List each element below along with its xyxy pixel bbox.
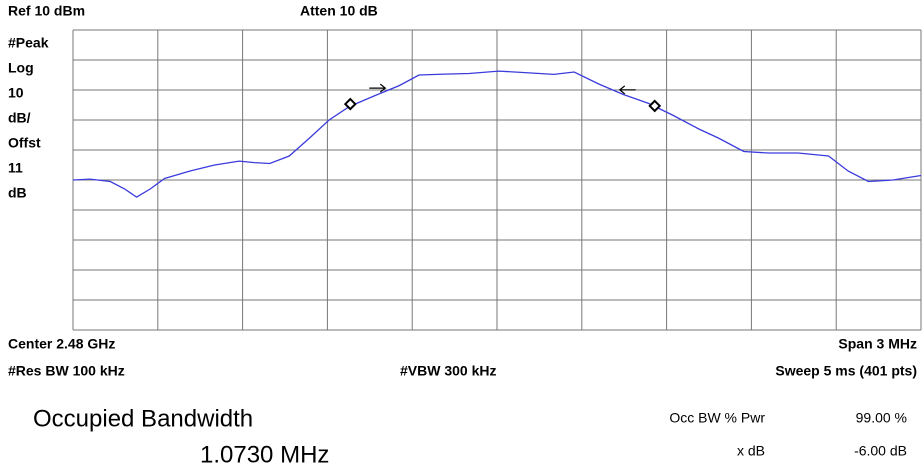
span-label: Span 3 MHz — [838, 336, 917, 352]
vbw-label: #VBW 300 kHz — [400, 363, 496, 379]
left-label: dB — [8, 185, 27, 201]
left-label: Log — [8, 60, 34, 76]
measurement-title: Occupied Bandwidth — [33, 405, 253, 432]
measurement-row-value: -6.00 dB — [854, 443, 907, 459]
left-label: 11 — [8, 160, 23, 176]
left-label: Offst — [8, 135, 41, 151]
obw-marker — [343, 97, 357, 111]
measurement-row-label: x dB — [737, 443, 765, 459]
trace — [72, 70, 922, 198]
measurement-row-label: Occ BW % Pwr — [669, 410, 765, 426]
ref-label: Ref 10 dBm — [8, 3, 85, 19]
obw-marker — [648, 99, 662, 113]
left-label: 10 — [8, 85, 24, 101]
marker-arrow — [618, 85, 636, 95]
marker-arrow — [369, 83, 387, 93]
rbw-label: #Res BW 100 kHz — [8, 363, 125, 379]
left-label: dB/ — [8, 110, 31, 126]
measurement-value: 1.0730 MHz — [200, 441, 329, 468]
center-label: Center 2.48 GHz — [8, 336, 115, 352]
atten-label: Atten 10 dB — [300, 3, 378, 19]
measurement-row-value: 99.00 % — [856, 410, 907, 426]
left-label: #Peak — [8, 35, 49, 51]
sweep-label: Sweep 5 ms (401 pts) — [775, 363, 917, 379]
